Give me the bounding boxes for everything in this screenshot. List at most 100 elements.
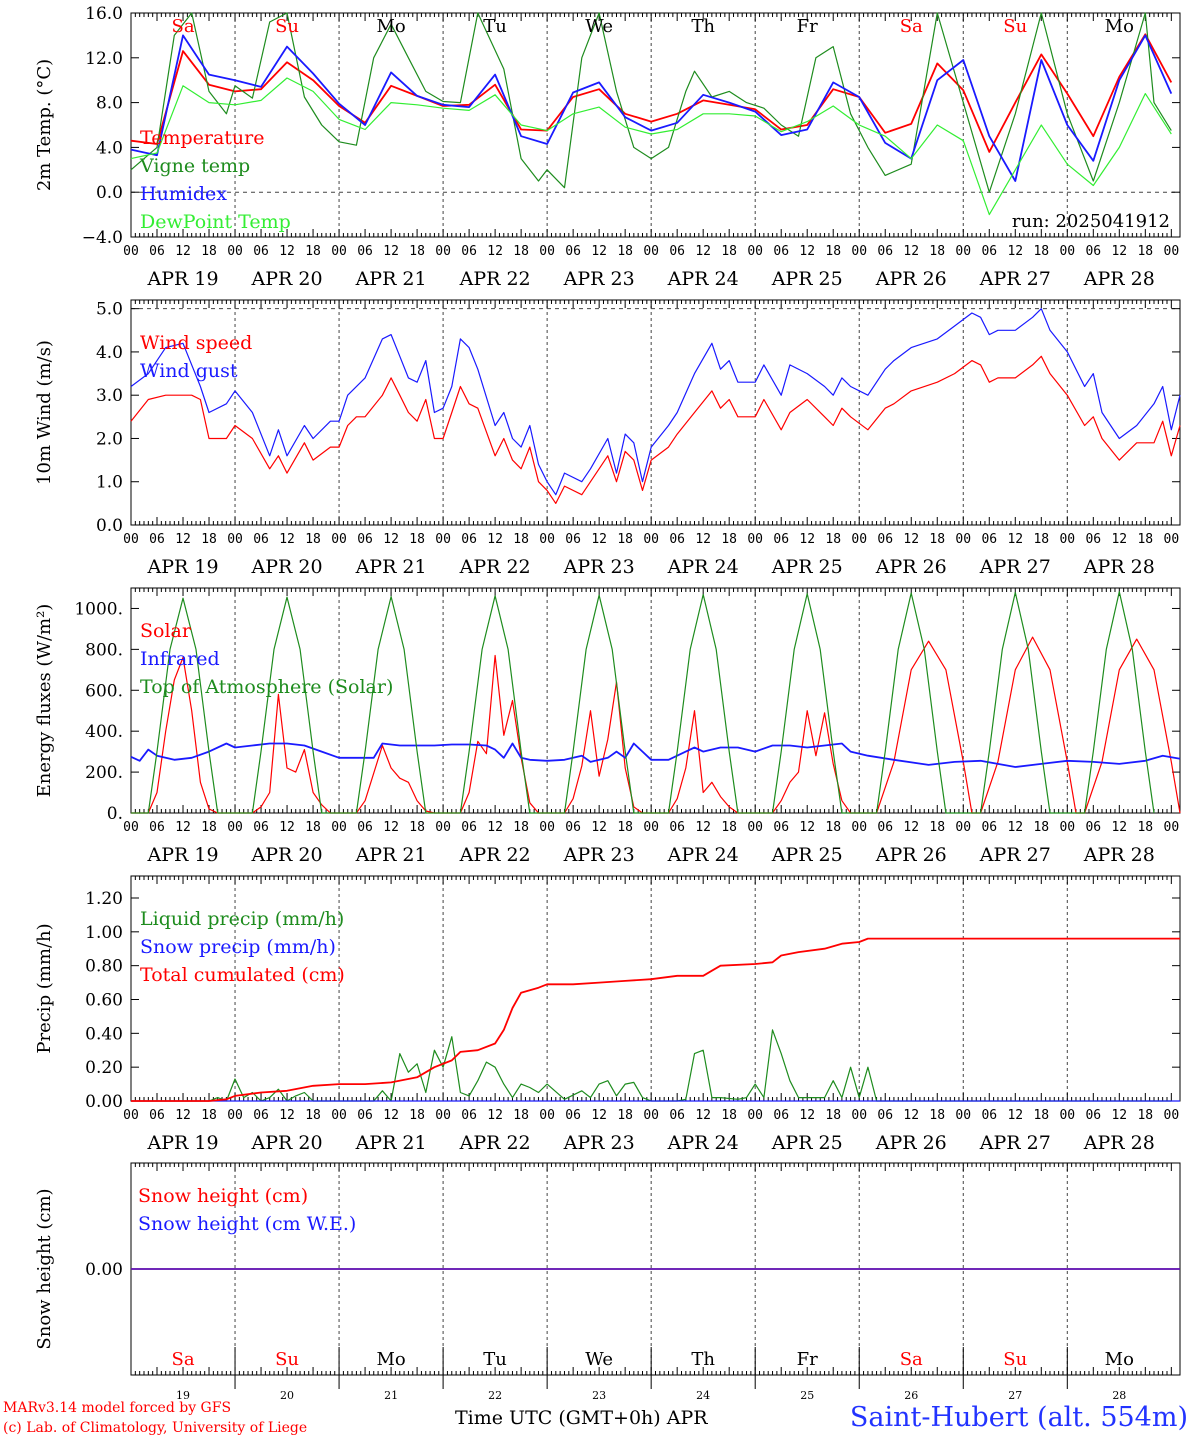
- hour-tick-label: 12: [175, 1108, 191, 1123]
- date-label: APR 20: [251, 556, 323, 578]
- hour-tick-label: 12: [1007, 820, 1023, 835]
- hour-tick-label: 18: [617, 1108, 633, 1123]
- date-label: APR 27: [979, 1132, 1051, 1154]
- y-tick-label: 1000.: [74, 599, 123, 619]
- hour-tick-label: 00: [851, 1108, 867, 1123]
- day-number-label: 20: [280, 1389, 294, 1402]
- hour-tick-label: 12: [383, 244, 399, 259]
- legend-entry: Top of Atmosphere (Solar): [140, 676, 393, 698]
- hour-tick-label: 18: [1033, 244, 1049, 259]
- hour-tick-label: 00: [435, 532, 451, 547]
- hour-tick-label: 06: [253, 532, 269, 547]
- hour-tick-label: 12: [279, 1108, 295, 1123]
- hour-tick-label: 12: [279, 820, 295, 835]
- hour-tick-label: 00: [955, 244, 971, 259]
- hour-tick-label: 06: [565, 1108, 581, 1123]
- date-label: APR 25: [771, 268, 843, 290]
- legend-entry: Vigne temp: [139, 155, 250, 177]
- date-label: APR 22: [459, 268, 531, 290]
- date-label: APR 23: [563, 556, 635, 578]
- date-label: APR 23: [563, 268, 635, 290]
- hour-tick-label: 00: [123, 820, 139, 835]
- hour-tick-label: 12: [591, 244, 607, 259]
- legend-entry: Wind speed: [140, 332, 252, 354]
- hour-tick-label: 00: [1059, 244, 1075, 259]
- date-label: APR 21: [355, 556, 427, 578]
- weekday-label: Th: [691, 1349, 715, 1370]
- date-label: APR 24: [667, 556, 739, 578]
- y-tick-label: 1.20: [85, 889, 123, 909]
- hour-tick-label: 12: [695, 532, 711, 547]
- hour-tick-label: 12: [383, 820, 399, 835]
- hour-tick-label: 12: [799, 1108, 815, 1123]
- hour-tick-label: 00: [227, 1108, 243, 1123]
- y-tick-label: 0.40: [85, 1024, 123, 1044]
- hour-tick-label: 06: [877, 532, 893, 547]
- hour-tick-label: 00: [955, 1108, 971, 1123]
- day-number-label: 27: [1008, 1389, 1022, 1402]
- hour-tick-label: 18: [1137, 244, 1153, 259]
- weekday-label: Mo: [376, 16, 405, 37]
- hour-tick-label: 12: [903, 820, 919, 835]
- legend-entry: Snow height (cm W.E.): [138, 1213, 356, 1235]
- date-label: APR 26: [875, 556, 947, 578]
- hour-tick-label: 18: [721, 244, 737, 259]
- hour-tick-label: 06: [149, 820, 165, 835]
- y-axis-title: 2m Temp. (°C): [34, 59, 55, 191]
- weekday-label: Su: [1003, 1349, 1027, 1370]
- date-label: APR 26: [875, 844, 947, 866]
- hour-tick-label: 12: [799, 244, 815, 259]
- hour-tick-label: 18: [513, 820, 529, 835]
- hour-tick-label: 06: [461, 820, 477, 835]
- legend-entry: Wind gust: [140, 360, 238, 382]
- series-line-humidex: [130, 34, 1173, 182]
- hour-tick-label: 00: [539, 244, 555, 259]
- date-label: APR 25: [771, 844, 843, 866]
- hour-tick-label: 00: [331, 1108, 347, 1123]
- hour-tick-label: 18: [929, 244, 945, 259]
- y-tick-label: 8.0: [96, 94, 123, 114]
- legend-entry: Infrared: [140, 648, 220, 670]
- y-tick-label: 1.00: [85, 923, 123, 943]
- hour-tick-label: 18: [305, 820, 321, 835]
- hour-tick-label: 06: [357, 244, 373, 259]
- hour-tick-label: 00: [851, 820, 867, 835]
- legend-entry: Snow precip (mm/h): [140, 936, 336, 958]
- date-label: APR 26: [875, 268, 947, 290]
- hour-tick-label: 12: [175, 244, 191, 259]
- series-line-wind-gust: [130, 308, 1181, 496]
- hour-tick-label: 06: [149, 532, 165, 547]
- hour-tick-label: 00: [539, 820, 555, 835]
- hour-tick-label: 00: [955, 532, 971, 547]
- hour-tick-label: 18: [825, 244, 841, 259]
- hour-tick-label: 06: [357, 1108, 373, 1123]
- weekday-label: Th: [691, 16, 715, 37]
- y-tick-label: 4.0: [96, 138, 123, 158]
- y-axis-title: 10m Wind (m/s): [34, 340, 55, 485]
- lab-credit: (c) Lab. of Climatology, University of L…: [3, 1420, 308, 1436]
- hour-tick-label: 12: [1007, 1108, 1023, 1123]
- hour-tick-label: 12: [799, 820, 815, 835]
- day-number-label: 23: [592, 1389, 606, 1402]
- day-number-label: 19: [176, 1389, 190, 1402]
- date-label: APR 23: [563, 1132, 635, 1154]
- hour-tick-label: 06: [1085, 532, 1101, 547]
- y-tick-label: 5.0: [96, 300, 123, 320]
- model-credit: MARv3.14 model forced by GFS: [3, 1400, 232, 1416]
- weekday-label: Mo: [1105, 1349, 1134, 1370]
- hour-tick-label: 18: [929, 1108, 945, 1123]
- hour-tick-label: 12: [591, 820, 607, 835]
- day-number-label: 22: [488, 1389, 502, 1402]
- legend-entry: Solar: [140, 620, 192, 642]
- date-label: APR 19: [147, 268, 219, 290]
- hour-tick-label: 06: [357, 820, 373, 835]
- hour-tick-label: 12: [175, 820, 191, 835]
- series-line-vigne-temp: [130, 12, 1172, 193]
- hour-tick-label: 00: [747, 820, 763, 835]
- hour-tick-label: 06: [253, 1108, 269, 1123]
- hour-tick-label: 18: [825, 820, 841, 835]
- hour-tick-label: 06: [149, 1108, 165, 1123]
- date-label: APR 28: [1083, 1132, 1155, 1154]
- hour-tick-label: 18: [617, 244, 633, 259]
- hour-tick-label: 18: [929, 532, 945, 547]
